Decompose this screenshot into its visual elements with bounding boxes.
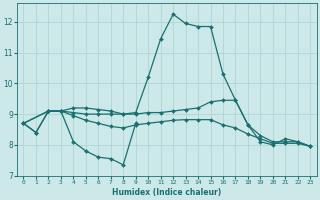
X-axis label: Humidex (Indice chaleur): Humidex (Indice chaleur) — [112, 188, 221, 197]
